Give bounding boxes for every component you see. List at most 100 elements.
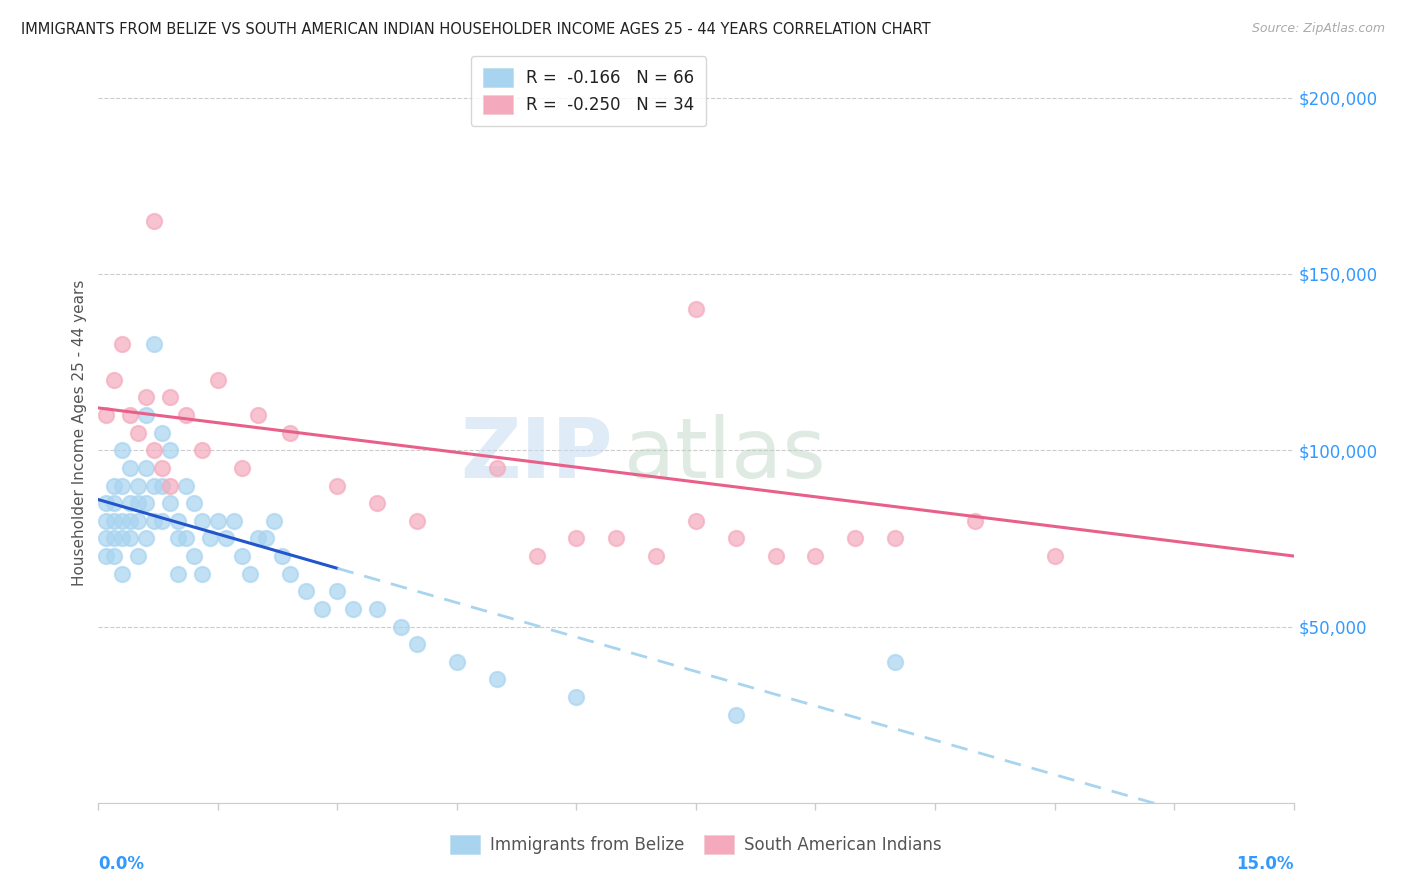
Point xyxy=(143,337,166,351)
Point xyxy=(191,566,214,581)
Text: 0.0%: 0.0% xyxy=(98,855,145,872)
Point xyxy=(111,514,134,528)
Point xyxy=(111,443,134,458)
Text: atlas: atlas xyxy=(624,414,825,495)
Point xyxy=(231,549,253,563)
Point xyxy=(127,425,149,440)
Point xyxy=(963,514,986,528)
Point xyxy=(183,549,205,563)
Point xyxy=(143,478,166,492)
Point xyxy=(326,584,349,599)
Point xyxy=(884,532,907,546)
Point xyxy=(605,532,627,546)
Point xyxy=(159,443,181,458)
Point xyxy=(103,478,125,492)
Y-axis label: Householder Income Ages 25 - 44 years: Householder Income Ages 25 - 44 years xyxy=(72,279,87,586)
Point xyxy=(120,461,142,475)
Point xyxy=(111,478,134,492)
Point xyxy=(645,549,668,563)
Point xyxy=(685,302,707,317)
Point xyxy=(150,425,173,440)
Point xyxy=(159,496,181,510)
Point xyxy=(103,373,125,387)
Point xyxy=(278,566,301,581)
Point xyxy=(294,584,316,599)
Point xyxy=(526,549,548,563)
Point xyxy=(143,514,166,528)
Point xyxy=(174,478,197,492)
Point xyxy=(174,532,197,546)
Point xyxy=(191,514,214,528)
Point xyxy=(111,532,134,546)
Point xyxy=(191,443,214,458)
Point xyxy=(167,566,190,581)
Point xyxy=(127,514,149,528)
Point xyxy=(342,602,364,616)
Point xyxy=(804,549,827,563)
Text: 15.0%: 15.0% xyxy=(1236,855,1294,872)
Point xyxy=(565,690,588,704)
Point xyxy=(366,602,388,616)
Point xyxy=(263,514,285,528)
Point xyxy=(246,408,269,422)
Point xyxy=(278,425,301,440)
Point xyxy=(685,514,707,528)
Point xyxy=(254,532,277,546)
Point xyxy=(135,532,157,546)
Point xyxy=(103,496,125,510)
Text: ZIP: ZIP xyxy=(460,414,613,495)
Point xyxy=(844,532,866,546)
Point xyxy=(485,673,508,687)
Point xyxy=(96,496,118,510)
Point xyxy=(565,532,588,546)
Point xyxy=(167,514,190,528)
Point xyxy=(150,514,173,528)
Point xyxy=(135,496,157,510)
Point xyxy=(143,443,166,458)
Point xyxy=(446,655,468,669)
Point xyxy=(111,566,134,581)
Point xyxy=(167,532,190,546)
Point xyxy=(174,408,197,422)
Point xyxy=(1043,549,1066,563)
Text: IMMIGRANTS FROM BELIZE VS SOUTH AMERICAN INDIAN HOUSEHOLDER INCOME AGES 25 - 44 : IMMIGRANTS FROM BELIZE VS SOUTH AMERICAN… xyxy=(21,22,931,37)
Point xyxy=(96,408,118,422)
Point xyxy=(222,514,245,528)
Point xyxy=(120,408,142,422)
Point xyxy=(103,532,125,546)
Point xyxy=(311,602,333,616)
Point xyxy=(239,566,262,581)
Point xyxy=(389,619,412,633)
Point xyxy=(150,478,173,492)
Point xyxy=(127,549,149,563)
Point xyxy=(406,637,429,651)
Point xyxy=(406,514,429,528)
Point xyxy=(246,532,269,546)
Text: Source: ZipAtlas.com: Source: ZipAtlas.com xyxy=(1251,22,1385,36)
Point xyxy=(150,461,173,475)
Point xyxy=(231,461,253,475)
Point xyxy=(127,496,149,510)
Point xyxy=(159,478,181,492)
Point xyxy=(135,408,157,422)
Point xyxy=(765,549,787,563)
Point xyxy=(485,461,508,475)
Point xyxy=(366,496,388,510)
Point xyxy=(103,514,125,528)
Point xyxy=(198,532,221,546)
Point xyxy=(103,549,125,563)
Point xyxy=(207,373,229,387)
Point xyxy=(96,532,118,546)
Point xyxy=(111,337,134,351)
Point xyxy=(724,707,747,722)
Point xyxy=(120,514,142,528)
Point xyxy=(135,390,157,404)
Point xyxy=(270,549,292,563)
Legend: Immigrants from Belize, South American Indians: Immigrants from Belize, South American I… xyxy=(443,829,949,861)
Point xyxy=(143,214,166,228)
Point xyxy=(884,655,907,669)
Point xyxy=(724,532,747,546)
Point xyxy=(96,514,118,528)
Point xyxy=(215,532,238,546)
Point xyxy=(120,496,142,510)
